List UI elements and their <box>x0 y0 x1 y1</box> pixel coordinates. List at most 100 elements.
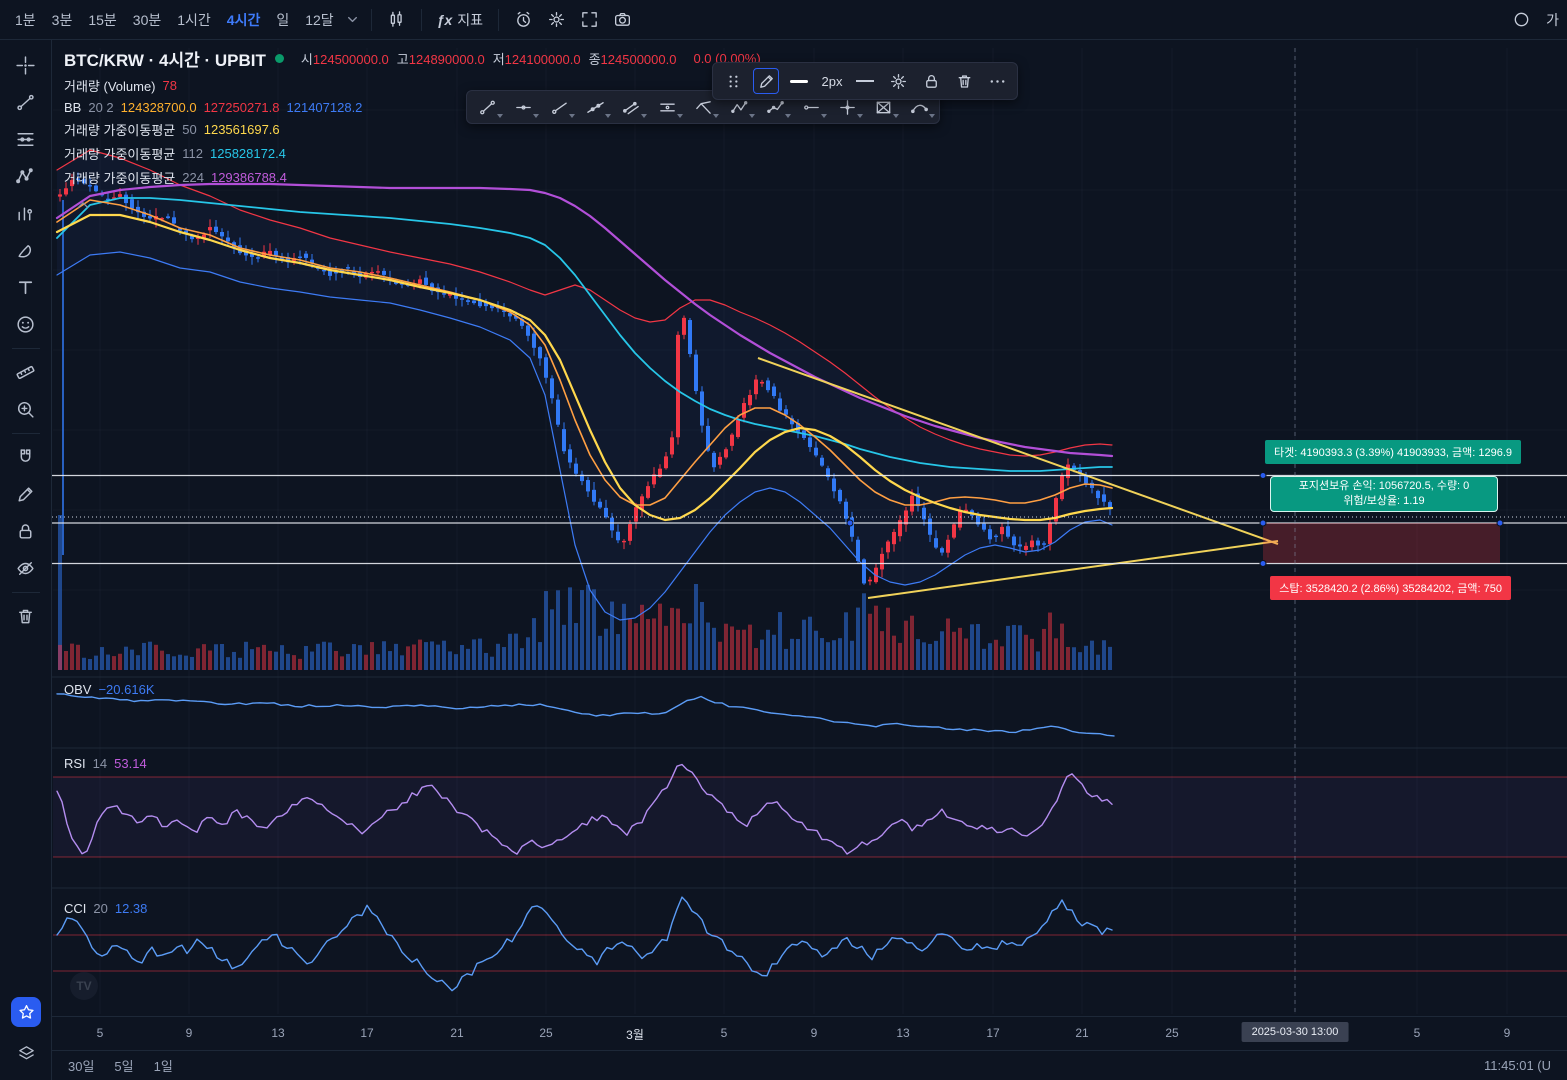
time-label-3월: 3월 <box>626 1028 644 1042</box>
interval-button-1분[interactable]: 1분 <box>15 11 36 28</box>
position-pnl-line: 포지션보유 손익: 1056720.5, 수량: 0 <box>1298 480 1470 492</box>
topbar-right: 가 <box>1506 6 1559 33</box>
trash-icon <box>15 606 36 627</box>
interval-button-15분[interactable]: 15분 <box>88 11 117 28</box>
sidebar-tool-pencil[interactable] <box>7 476 45 513</box>
sidebar-tool-emoji[interactable] <box>7 306 45 343</box>
drag-handle[interactable] <box>720 68 746 94</box>
interval-button-30분[interactable]: 30분 <box>132 11 162 28</box>
sidebar-tool-text[interactable] <box>7 269 45 306</box>
candle-style-button[interactable] <box>381 6 412 33</box>
tool-flat-channel[interactable] <box>649 93 685 121</box>
tool-extended-line[interactable] <box>577 93 613 121</box>
tool-ray[interactable] <box>541 93 577 121</box>
lock-icon <box>922 72 941 91</box>
interval-button-4시간[interactable]: 4시간 <box>226 11 261 28</box>
tool-gann-box[interactable] <box>865 93 901 121</box>
range-button-1일[interactable]: 1일 <box>153 1059 173 1074</box>
trend-line-icon <box>15 92 36 113</box>
line-color-button[interactable] <box>786 68 812 94</box>
sidebar-tool-fib[interactable] <box>7 121 45 158</box>
pane-separators <box>52 676 1567 889</box>
delete-drawing-button[interactable] <box>951 68 977 94</box>
indicators-button[interactable]: ƒx 지표 <box>431 6 489 34</box>
drawing-handle <box>1496 519 1504 527</box>
snapshot-button[interactable] <box>607 6 638 33</box>
sidebar-tool-crosshair[interactable] <box>7 47 45 84</box>
drag-dots-icon <box>724 72 743 91</box>
sidebar-tool-trash[interactable] <box>7 598 45 635</box>
sidebar-tool-brush[interactable] <box>7 232 45 269</box>
bb-lower-line <box>56 251 1113 621</box>
pattern-icon <box>15 166 36 187</box>
sidebar-tool-trend-line[interactable] <box>7 84 45 121</box>
sidebar-tool-forecast[interactable] <box>7 195 45 232</box>
interval-button-3분[interactable]: 3분 <box>51 11 73 28</box>
tool-horizontal-ray[interactable] <box>793 93 829 121</box>
drawing-object-toolbar: 2px <box>712 62 1018 100</box>
interval-button-12달[interactable]: 12달 <box>305 11 334 28</box>
alert-button[interactable] <box>508 6 539 33</box>
fullscreen-button[interactable] <box>574 6 605 33</box>
sidebar-tool-lock[interactable] <box>7 513 45 550</box>
account-button[interactable] <box>1506 6 1537 33</box>
drawing-handle <box>1259 472 1267 479</box>
rsi-pane <box>53 763 1567 858</box>
time-label-21: 21 <box>450 1026 464 1040</box>
lock-drawing-button[interactable] <box>918 68 944 94</box>
interval-button-1시간[interactable]: 1시간 <box>177 11 211 28</box>
curve-icon <box>910 98 929 117</box>
sidebar-tool-zoom[interactable] <box>7 391 45 428</box>
interval-menu-chevron[interactable] <box>343 10 362 29</box>
tool-parallel-channel[interactable] <box>613 93 649 121</box>
more-dots-icon <box>988 72 1007 91</box>
bb-upper-line <box>56 149 1113 457</box>
tool-trend-line[interactable] <box>469 93 505 121</box>
tool-curve[interactable] <box>901 93 937 121</box>
sidebar-tool-magnet[interactable] <box>7 439 45 476</box>
vwma50-line <box>55 213 1114 522</box>
sidebar-separator <box>11 433 40 434</box>
range-switcher: 30일 5일 1일 <box>68 1056 173 1075</box>
position-info-box[interactable]: 포지션보유 손익: 1056720.5, 수량: 0 위험/보상율: 1.19 <box>1270 476 1498 512</box>
pencil-tool-button[interactable] <box>753 68 779 94</box>
sidebar-tool-ruler[interactable] <box>7 354 45 391</box>
range-button-30일[interactable]: 30일 <box>68 1059 95 1074</box>
time-label-9: 9 <box>185 1026 193 1040</box>
position-target-label[interactable]: 타겟: 4190393.3 (3.39%) 41903933, 금액: 1296… <box>1264 440 1521 464</box>
line-style-button[interactable] <box>852 68 878 94</box>
interval-switcher: 1분 3분 15분 30분 1시간 4시간 일 12달 <box>8 6 341 34</box>
sidebar-tool-pattern[interactable] <box>7 158 45 195</box>
volume-bars <box>58 515 1112 670</box>
more-options-button[interactable] <box>984 68 1010 94</box>
position-stop-label[interactable]: 스탑: 3528420.2 (2.86%) 35284202, 금액: 750 <box>1270 576 1511 600</box>
tool-pitchfork[interactable] <box>685 93 721 121</box>
fib-icon <box>15 129 36 150</box>
tool-path[interactable] <box>757 93 793 121</box>
tool-dropdown-caret <box>929 114 935 118</box>
tool-dropdown-caret <box>857 114 863 118</box>
parallel-channel-icon <box>622 98 641 117</box>
line-width-button[interactable]: 2px <box>819 68 845 94</box>
legend-collapse-button[interactable] <box>74 198 92 213</box>
chart-settings-button[interactable] <box>541 6 572 33</box>
gear-icon <box>889 72 908 91</box>
tool-cross-line[interactable] <box>829 93 865 121</box>
tool-horizontal-line[interactable] <box>505 93 541 121</box>
trend-line-drawing-0 <box>757 357 1279 545</box>
tool-zigzag[interactable] <box>721 93 757 121</box>
alarm-icon <box>514 10 533 29</box>
object-tree-button[interactable] <box>7 1035 45 1072</box>
layers-icon <box>17 1044 36 1063</box>
zoom-icon <box>15 399 36 420</box>
sidebar-tool-eye-off[interactable] <box>7 550 45 587</box>
favorites-toolbar-button[interactable] <box>11 997 41 1027</box>
time-axis[interactable]: 5 9 13 17 21 25 3월 5 9 13 17 21 25 5 9 2025-03-30 13:0… <box>52 1016 1567 1051</box>
interval-button-일[interactable]: 일 <box>276 11 290 28</box>
drawing-settings-button[interactable] <box>885 68 911 94</box>
range-button-5일[interactable]: 5일 <box>114 1059 134 1074</box>
stop-loss-zone <box>1263 523 1500 563</box>
clock-label[interactable]: 11:45:01 (U <box>1484 1058 1551 1073</box>
line-width-label: 2px <box>821 73 843 89</box>
